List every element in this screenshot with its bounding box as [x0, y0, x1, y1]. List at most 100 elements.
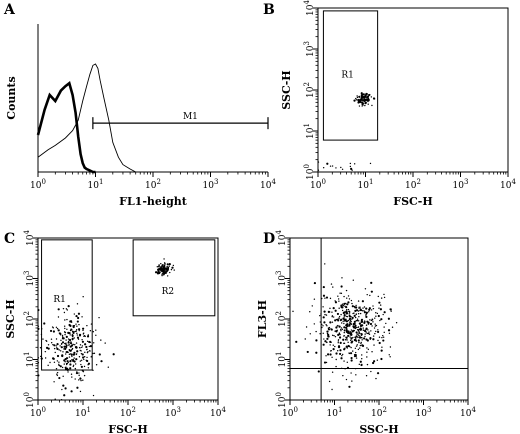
data-point [81, 316, 83, 318]
data-point [86, 335, 90, 338]
data-point [351, 305, 354, 308]
data-point [364, 333, 366, 335]
data-point [380, 349, 383, 352]
data-point [327, 333, 330, 336]
data-point [85, 345, 88, 349]
plot-frame [317, 7, 509, 173]
data-point [338, 336, 342, 339]
data-point [156, 266, 159, 268]
data-point [345, 315, 347, 318]
data-point [347, 319, 350, 322]
data-point [75, 353, 78, 355]
data-point [71, 334, 74, 336]
data-point [343, 342, 345, 345]
data-point [366, 339, 369, 341]
data-point [52, 357, 55, 360]
data-point [376, 330, 380, 334]
data-point [76, 303, 79, 305]
data-point [37, 374, 40, 377]
data-point [58, 364, 60, 367]
data-point [354, 347, 357, 350]
data-point [366, 356, 368, 358]
data-point [65, 357, 69, 360]
data-point [93, 342, 95, 344]
data-point [378, 307, 380, 309]
data-point [65, 339, 67, 341]
data-point [92, 352, 94, 355]
data-point [363, 310, 365, 312]
data-point [334, 300, 336, 302]
data-point [345, 323, 348, 326]
data-point [77, 336, 79, 339]
data-point [350, 337, 353, 340]
data-point [104, 342, 106, 344]
data-point [369, 322, 373, 326]
data-point [37, 308, 40, 312]
data-point [360, 97, 363, 99]
data-point [355, 331, 358, 334]
y-axis-label: SSC-H [4, 299, 17, 338]
data-point [171, 266, 174, 269]
data-point [64, 319, 66, 321]
data-point [355, 309, 359, 312]
data-point [322, 167, 325, 169]
data-point [78, 372, 80, 374]
data-point [154, 271, 158, 274]
data-point [322, 325, 324, 327]
data-point [65, 308, 68, 310]
data-point [376, 312, 379, 315]
data-point [87, 351, 89, 353]
data-point [56, 371, 59, 374]
data-point [66, 360, 69, 363]
data-point [346, 308, 348, 311]
data-point [356, 318, 359, 320]
data-point [64, 331, 66, 334]
data-point [56, 343, 59, 346]
data-point [89, 350, 91, 352]
data-point [169, 271, 171, 274]
data-point [353, 339, 356, 342]
data-point [358, 322, 361, 325]
data-point [323, 310, 326, 313]
data-point [365, 92, 367, 95]
data-point [327, 335, 329, 337]
data-point [354, 324, 357, 328]
data-point [319, 321, 321, 323]
data-point [337, 319, 340, 322]
data-point [60, 343, 63, 345]
data-point [324, 263, 326, 265]
data-point [329, 344, 331, 346]
data-point [389, 346, 392, 348]
data-point [322, 294, 326, 297]
data-point [84, 351, 86, 354]
data-point [365, 314, 367, 316]
data-point [76, 386, 79, 389]
data-point [107, 366, 110, 368]
data-point [56, 360, 59, 362]
data-point [58, 376, 61, 380]
data-point [376, 359, 379, 361]
data-point [72, 330, 74, 332]
data-point [341, 306, 344, 308]
data-point [75, 371, 79, 375]
data-point [373, 327, 376, 329]
data-point [382, 313, 384, 316]
data-point [334, 301, 338, 304]
data-point [83, 356, 86, 358]
data-point [362, 307, 364, 309]
data-point [387, 317, 390, 320]
data-point [361, 300, 364, 303]
data-point [352, 279, 355, 281]
data-point [391, 326, 394, 328]
data-point [359, 308, 363, 312]
data-point [80, 359, 83, 361]
x-tick-label: 102 [405, 178, 421, 191]
data-point [339, 349, 342, 352]
data-point [350, 323, 353, 325]
data-point [358, 320, 360, 322]
data-point [309, 311, 311, 313]
data-point [375, 324, 378, 327]
data-point [64, 361, 66, 363]
data-point [62, 337, 65, 340]
data-point [60, 339, 62, 342]
